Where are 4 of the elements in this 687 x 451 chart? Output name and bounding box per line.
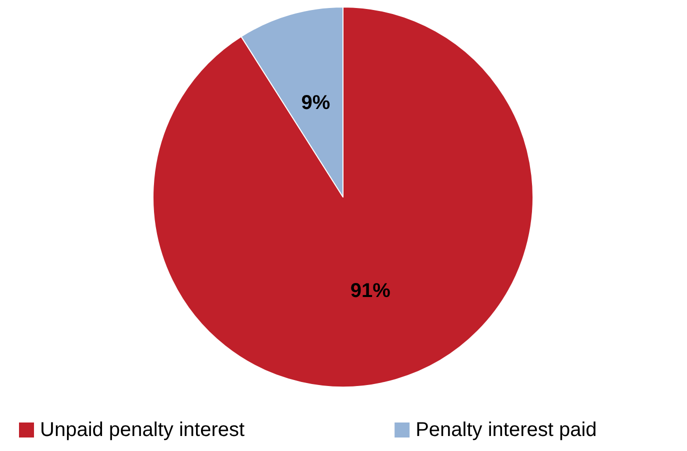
data-label: 91% [350, 280, 391, 302]
legend-label: Penalty interest paid [416, 419, 597, 441]
legend-label: Unpaid penalty interest [40, 419, 246, 441]
data-label: 9% [301, 92, 330, 114]
